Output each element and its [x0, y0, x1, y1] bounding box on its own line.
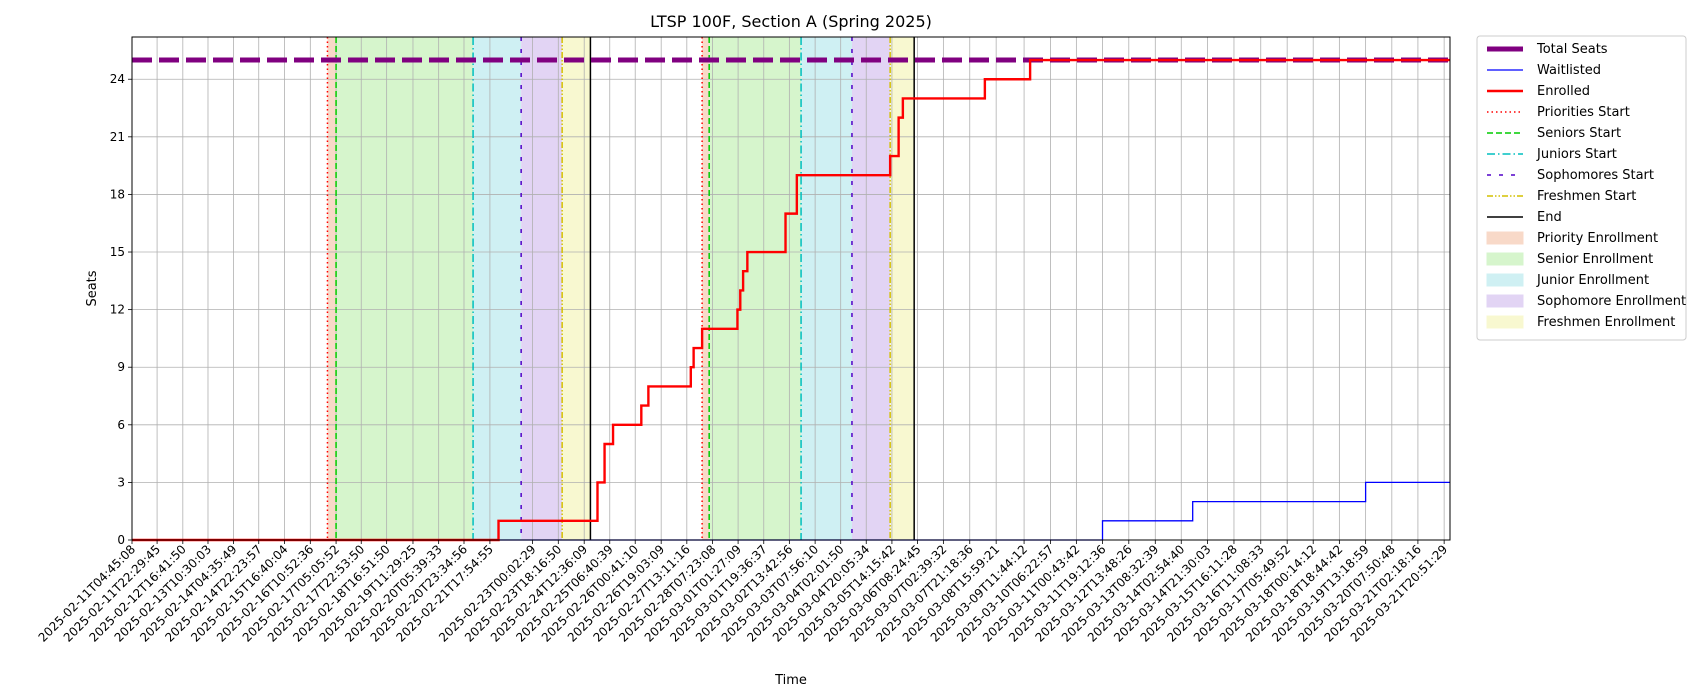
legend-swatch	[1486, 231, 1524, 245]
legend-label: Senior Enrollment	[1537, 252, 1653, 267]
legend-label: Enrolled	[1537, 84, 1590, 99]
legend-swatch	[1486, 294, 1524, 308]
enrollment-bands	[327, 37, 915, 540]
plot-frame	[131, 36, 1451, 541]
y-tick-label: 0	[117, 533, 125, 547]
x-axis: 2025-02-11T04:45:082025-02-11T22:29:4520…	[36, 540, 1450, 645]
band-senior-enrollment	[336, 37, 474, 540]
legend-label: Priority Enrollment	[1537, 231, 1658, 246]
band-freshmen-enrollment	[890, 37, 915, 540]
legend: Total Seats Waitlisted Enrolled Priorities …	[1476, 35, 1687, 341]
band-sophomore-enrollment	[521, 37, 563, 540]
band-priority-enrollment	[327, 37, 337, 540]
band-junior-enrollment	[473, 37, 522, 540]
phase-lines	[326, 37, 915, 540]
band-priority-enrollment	[702, 37, 710, 540]
y-tick-label: 18	[110, 187, 125, 201]
legend-label: Total Seats	[1536, 42, 1608, 57]
legend-label: Seniors Start	[1537, 126, 1621, 141]
x-axis-label: Time	[774, 673, 807, 688]
series-enrolled	[132, 58, 1450, 542]
legend-swatch	[1486, 315, 1524, 329]
band-freshmen-enrollment	[562, 37, 591, 540]
legend-swatch	[1486, 273, 1524, 287]
y-axis-label: Seats	[85, 270, 100, 306]
legend-label: Waitlisted	[1537, 63, 1601, 78]
y-tick-label: 6	[117, 418, 125, 432]
legend-label: Sophomores Start	[1537, 168, 1654, 183]
band-sophomore-enrollment	[851, 37, 891, 540]
y-tick-label: 9	[117, 360, 125, 374]
y-tick-label: 12	[110, 303, 125, 317]
legend-label: Junior Enrollment	[1536, 273, 1649, 288]
legend-box	[1476, 35, 1687, 341]
band-senior-enrollment	[709, 37, 802, 540]
y-axis: 0 3 6 9 12 15 18 21 24	[110, 72, 132, 547]
legend-label: Juniors Start	[1536, 147, 1617, 162]
y-tick-label: 24	[110, 72, 125, 86]
y-tick-label: 3	[117, 475, 125, 489]
legend-label: Priorities Start	[1537, 105, 1630, 120]
legend-label: Sophomore Enrollment	[1537, 294, 1686, 309]
legend-label: Freshmen Start	[1537, 189, 1636, 204]
series-waitlisted	[132, 481, 1450, 541]
series	[132, 57, 1450, 542]
legend-label: End	[1537, 210, 1562, 225]
y-tick-label: 15	[110, 245, 125, 259]
y-tick-label: 21	[110, 130, 125, 144]
legend-swatch	[1486, 252, 1524, 266]
band-junior-enrollment	[801, 37, 852, 540]
chart-title: LTSP 100F, Section A (Spring 2025)	[650, 12, 932, 31]
legend-label: Freshmen Enrollment	[1537, 315, 1675, 330]
